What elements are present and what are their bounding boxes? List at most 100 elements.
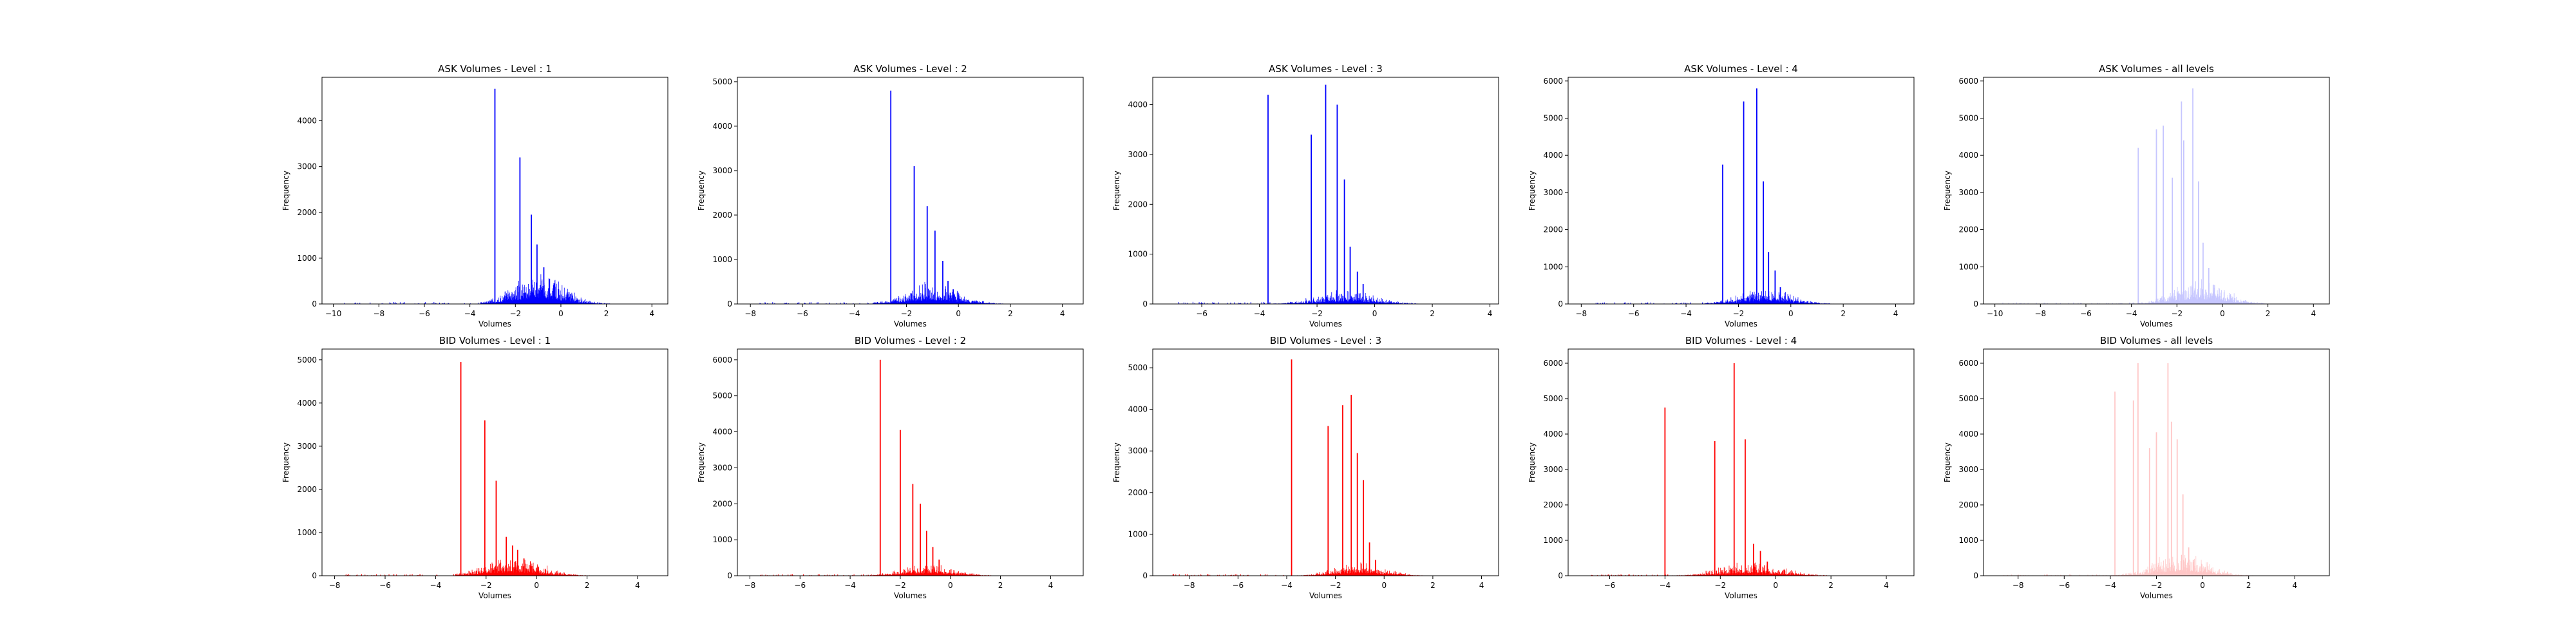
histogram-bin xyxy=(553,574,554,576)
histogram-bin xyxy=(1802,574,1803,576)
histogram-bin xyxy=(1395,303,1396,304)
histogram-bin xyxy=(540,571,542,576)
histogram-bin xyxy=(564,573,565,576)
histogram-bin xyxy=(2157,301,2158,304)
histogram-bin xyxy=(2081,303,2082,304)
histogram-bin xyxy=(1397,574,1399,576)
histogram-panel: −8 −6 −4 −2 0 2 40100020003000400050006000ASK … xyxy=(1528,63,1915,328)
histogram-bin xyxy=(1743,571,1745,576)
histogram-bin xyxy=(477,574,478,576)
histogram-bin xyxy=(980,303,981,304)
histogram-bin xyxy=(1694,574,1695,576)
histogram-bin xyxy=(1788,573,1790,576)
histogram-bin xyxy=(1321,574,1323,576)
histogram-bin xyxy=(1347,566,1349,576)
histogram-bin xyxy=(1733,573,1734,576)
histogram-spike xyxy=(938,559,940,576)
histogram-bin xyxy=(554,574,555,576)
histogram-bin xyxy=(954,573,956,576)
histogram-bin xyxy=(457,574,458,576)
histogram-bin xyxy=(2231,299,2232,304)
histogram-bin xyxy=(949,573,951,576)
histogram-bin xyxy=(2150,303,2151,304)
histogram-bin xyxy=(524,573,526,576)
histogram-bin xyxy=(534,281,535,304)
histogram-bin xyxy=(388,574,390,576)
histogram-bin xyxy=(958,574,959,576)
histogram-bin xyxy=(1748,571,1750,576)
histogram-bin xyxy=(1809,574,1810,576)
y-tick-label: 3000 xyxy=(1543,188,1563,197)
histogram-bin xyxy=(2047,303,2048,304)
histogram-bin xyxy=(526,287,527,304)
histogram-bin xyxy=(2078,303,2079,304)
histogram-bin xyxy=(2151,303,2152,304)
histogram-bin xyxy=(490,301,491,304)
histogram-bin xyxy=(1364,569,1365,576)
histogram-bin xyxy=(1698,574,1699,576)
histogram-bin xyxy=(2174,290,2175,304)
histogram-bin xyxy=(1787,574,1788,576)
histogram-bin xyxy=(1326,571,1327,576)
histogram-bin xyxy=(940,571,941,576)
histogram-bin xyxy=(522,284,523,304)
histogram-bin xyxy=(2240,301,2241,304)
histogram-bin xyxy=(1815,302,1816,304)
x-tick-label: −6 xyxy=(797,309,808,318)
histogram-bin xyxy=(554,287,556,304)
histogram-bin xyxy=(1379,302,1381,304)
histogram-bin xyxy=(1795,302,1797,304)
histogram-spike xyxy=(512,545,513,576)
histogram-bin xyxy=(563,572,564,576)
histogram-bin xyxy=(1721,570,1723,576)
histogram-bin xyxy=(905,296,906,304)
histogram-bin xyxy=(2173,293,2174,304)
histogram-bin xyxy=(564,287,565,304)
histogram-bin xyxy=(1350,296,1352,304)
histogram-bin xyxy=(916,300,918,304)
histogram-bin xyxy=(518,280,519,304)
histogram-bin xyxy=(1794,302,1795,304)
histogram-bin xyxy=(1392,574,1393,576)
histogram-bin xyxy=(1390,574,1392,576)
histogram-bin xyxy=(1754,563,1755,576)
histogram-bin xyxy=(954,300,955,304)
histogram-bin xyxy=(469,573,471,576)
histogram-bin xyxy=(1283,303,1285,304)
histogram-bin xyxy=(1399,303,1400,304)
histogram-bin xyxy=(1354,299,1355,304)
histogram-bin xyxy=(900,301,902,304)
histogram-bin xyxy=(2226,301,2227,304)
histogram-bin xyxy=(1218,574,1220,576)
histogram-bin xyxy=(486,570,487,576)
y-tick-label: 0 xyxy=(1973,299,1978,308)
histogram-bin xyxy=(1394,303,1396,304)
histogram-bin xyxy=(1687,574,1689,576)
histogram-bin xyxy=(922,573,923,576)
histogram-bin xyxy=(962,573,963,576)
histogram-bin xyxy=(1332,297,1334,304)
histogram-bin xyxy=(484,301,485,304)
histogram-bin xyxy=(1790,573,1792,576)
histogram-bin xyxy=(2206,292,2207,304)
chart-title: BID Volumes - Level : 1 xyxy=(439,335,551,346)
histogram-bin xyxy=(1766,296,1768,304)
histogram-bin xyxy=(1781,298,1783,304)
histogram-bin xyxy=(545,569,546,576)
histogram-bin xyxy=(887,303,889,304)
histogram-bin xyxy=(887,573,888,576)
histogram-bin xyxy=(466,573,468,576)
histogram-bin xyxy=(600,303,601,304)
histogram-bin xyxy=(560,294,562,304)
histogram-bin xyxy=(936,574,938,576)
histogram-bin xyxy=(1801,574,1802,576)
histogram-bin xyxy=(1777,299,1779,304)
histogram-bin xyxy=(2097,303,2098,304)
histogram-bars xyxy=(344,88,611,304)
histogram-bin xyxy=(562,574,563,576)
histogram-bin xyxy=(1372,571,1373,576)
histogram-bin xyxy=(898,572,899,576)
histogram-bin xyxy=(956,574,957,576)
histogram-bin xyxy=(1799,574,1800,576)
